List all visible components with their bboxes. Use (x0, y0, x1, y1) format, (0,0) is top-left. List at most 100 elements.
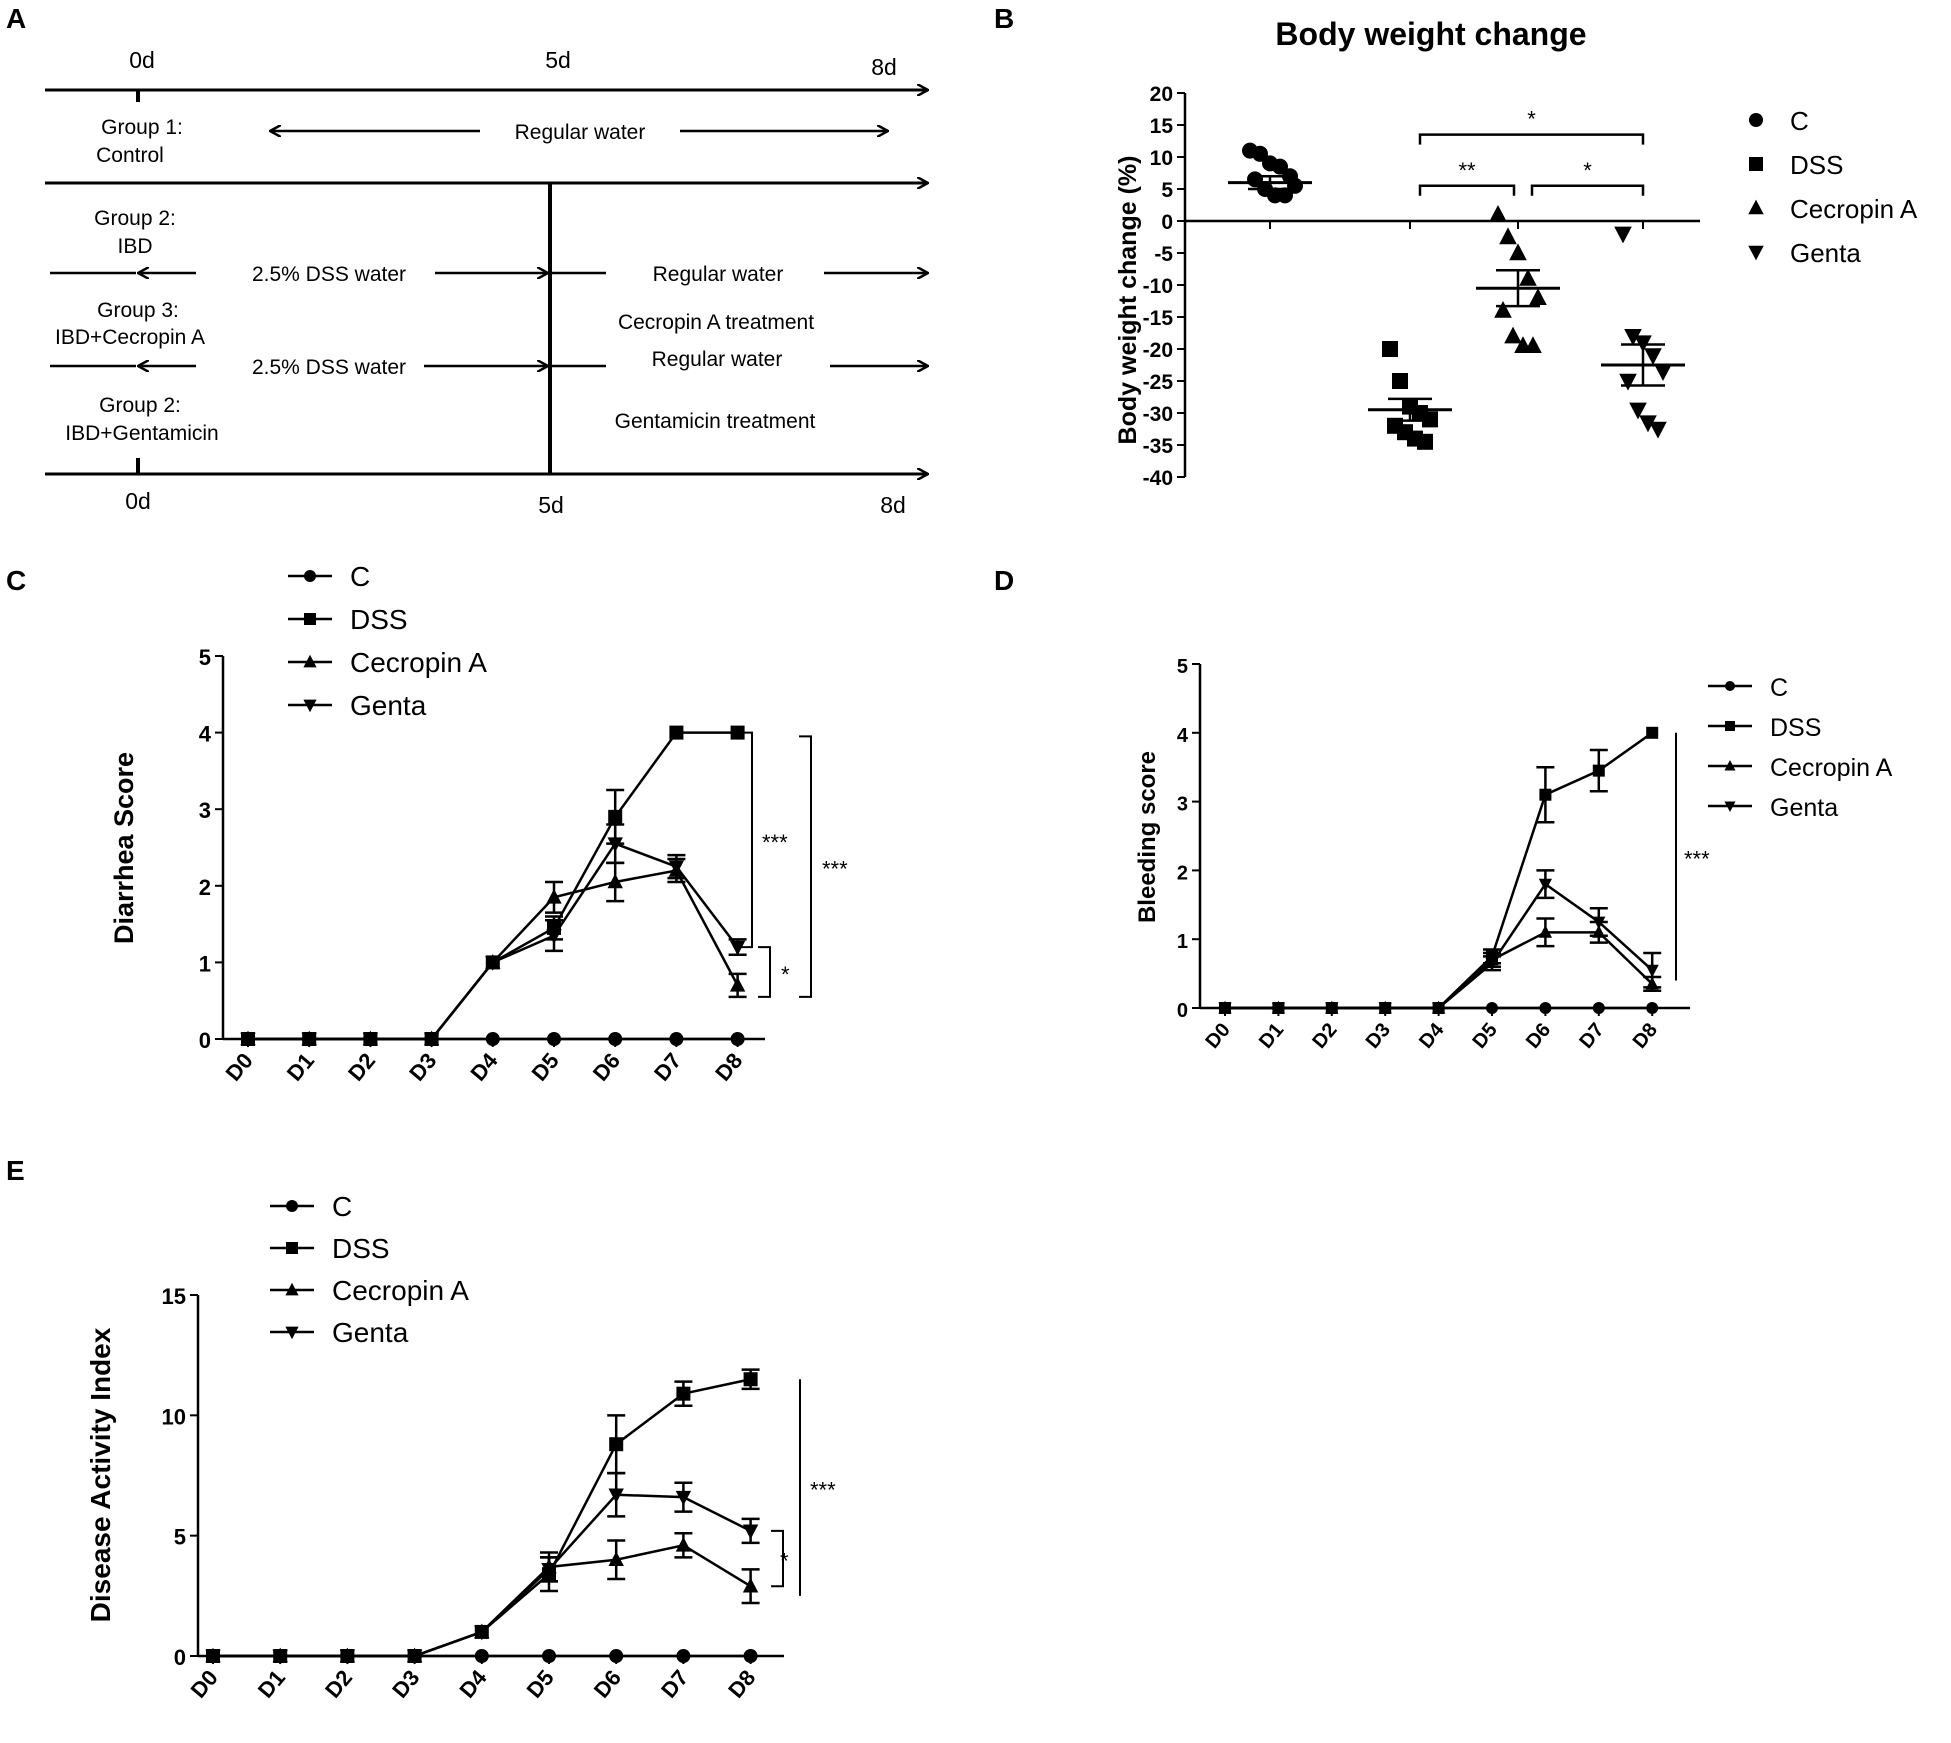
e-point-dss (609, 1437, 624, 1452)
e-xtick-label: D5 (522, 1665, 559, 1703)
tick-8d-top: 8d (871, 54, 897, 80)
d-point-genta (1645, 964, 1659, 978)
c-point-genta (729, 940, 746, 956)
tick-8d-bottom: 8d (880, 492, 906, 518)
d-ytick-label: 3 (1177, 794, 1188, 816)
group2-label: Group 2: (94, 207, 176, 230)
e-legend-label: DSS (332, 1233, 390, 1264)
b-point-cecropin-a (1519, 269, 1537, 286)
d-xtick-label: D6 (1522, 1019, 1555, 1053)
c-legend-marker (304, 570, 316, 582)
c-legend-label: Cecropin A (350, 647, 487, 678)
e-xtick-label: D8 (723, 1665, 760, 1703)
b-legend-marker (1748, 199, 1764, 215)
diarrhea-score-chart: Diarrhea Score 0 1 2 3 4 5 D0 D1 D2 D3 D4 D5 D6 D7 D8 *… (109, 561, 848, 1086)
b-point-cecropin-a (1529, 288, 1547, 305)
b-legend-marker (1749, 157, 1763, 171)
d-legend-label: Cecropin A (1770, 754, 1893, 782)
b-ytick-label: -5 (1154, 243, 1173, 266)
b-ytick-label: -10 (1143, 275, 1173, 298)
c-ytick-label: 1 (199, 951, 211, 976)
tick-0d-top: 0d (129, 47, 155, 73)
c-point-genta (301, 1032, 317, 1048)
d-legend-marker (1724, 760, 1736, 771)
b-ytick-label: 10 (1150, 147, 1173, 170)
b-point-c (1277, 187, 1293, 204)
c-point-dss (730, 725, 745, 740)
d-point-dss (1646, 726, 1659, 739)
e-point-cecropin-a (608, 1551, 624, 1567)
b-point-genta (1654, 364, 1672, 381)
d-legend-label: Genta (1770, 794, 1838, 822)
c-legend-marker (303, 699, 317, 713)
c-point-c (608, 1032, 623, 1046)
e-point-c (676, 1649, 691, 1663)
d-line-genta (1225, 882, 1654, 1010)
b-point-cecropin-a (1524, 336, 1542, 353)
c-xtick-label: D4 (465, 1048, 503, 1086)
b-point-dss (1382, 341, 1398, 357)
c-xtick-label: D8 (710, 1048, 747, 1086)
b-sig-label: * (1583, 158, 1592, 183)
c-sig-label: *** (822, 857, 848, 882)
e-point-genta (675, 1490, 692, 1506)
e-ytick-label: 5 (174, 1525, 186, 1550)
d-point-genta (1218, 1002, 1232, 1016)
e-xtick-label: D6 (589, 1665, 626, 1703)
b-point-c (1272, 158, 1288, 175)
gentamicin-treatment-label: Gentamicin treatment (615, 410, 816, 433)
c-point-dss (608, 809, 623, 824)
b-ytick-label: 15 (1150, 115, 1174, 138)
d-point-genta (1378, 1002, 1392, 1016)
panel-letter-d: D (994, 565, 1014, 596)
e-point-genta (205, 1649, 221, 1665)
c-ytick-label: 3 (199, 798, 211, 823)
c-xtick-label: D2 (343, 1048, 380, 1086)
g1-regular-water: Regular water (515, 121, 646, 144)
e-ytick-label: 10 (162, 1404, 186, 1429)
b-ytick-label: -35 (1143, 435, 1174, 458)
b-point-genta (1649, 421, 1667, 439)
b-ytick-label: 20 (1150, 83, 1173, 106)
c-sig-bracket (758, 946, 771, 998)
d-xtick-label: D2 (1308, 1019, 1341, 1053)
d-point-genta (1592, 916, 1606, 930)
d-ytick-label: 2 (1177, 862, 1188, 884)
b-ytick-label: -40 (1143, 467, 1173, 490)
d-xtick-label: D1 (1255, 1019, 1288, 1053)
e-point-c (474, 1649, 489, 1663)
d-point-genta (1485, 957, 1499, 971)
g3-dss-water: 2.5% DSS water (252, 356, 406, 379)
c-point-cecropin-a (729, 976, 746, 992)
c-legend-label: Genta (350, 690, 427, 721)
d-legend-label: DSS (1770, 714, 1821, 742)
e-xtick-label: D7 (656, 1665, 693, 1703)
panel-letter-c: C (6, 565, 26, 596)
group3-desc: IBD+Cecropin A (55, 326, 205, 349)
d-ytick-label: 0 (1177, 1000, 1188, 1022)
b-point-c (1287, 177, 1303, 194)
b-point-genta (1619, 373, 1637, 391)
b-legend-label: Genta (1790, 238, 1861, 268)
b-legend-label: DSS (1790, 150, 1843, 180)
e-point-genta (474, 1625, 490, 1641)
c-point-cecropin-a (607, 873, 623, 889)
c-point-genta (485, 956, 501, 971)
c-ytick-label: 4 (199, 722, 212, 747)
e-ytick-label: 15 (162, 1284, 186, 1309)
d-point-cecropin-a (1538, 925, 1552, 938)
e-point-dss (743, 1372, 758, 1387)
group2-desc: IBD (117, 235, 152, 258)
e-sig-label: * (780, 1549, 789, 1574)
e-legend-marker (285, 1326, 299, 1340)
c-point-cecropin-a (546, 888, 562, 904)
e-xtick-label: D3 (387, 1665, 424, 1703)
d-ytick-label: 4 (1177, 725, 1189, 747)
tick-5d-bottom: 5d (538, 492, 564, 518)
e-point-dss (676, 1386, 691, 1401)
d-xtick-label: D5 (1469, 1019, 1502, 1053)
c-legend-label: DSS (350, 604, 408, 635)
c-xtick-label: D3 (404, 1048, 441, 1086)
d-point-genta (1432, 1002, 1446, 1016)
c-legend-marker (304, 613, 316, 625)
